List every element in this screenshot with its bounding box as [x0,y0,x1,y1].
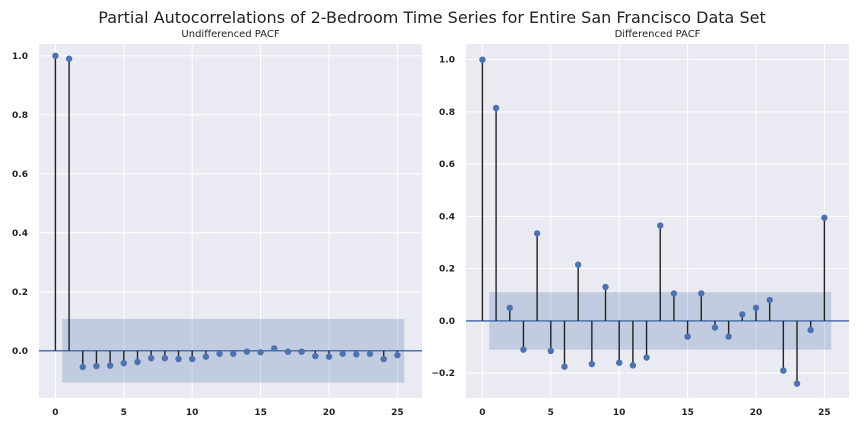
differenced-point-lag-16 [698,290,705,297]
undifferenced-grid [39,44,422,398]
differenced-y-tick-label: −0.2 [432,369,455,379]
differenced-point-lag-13 [657,222,664,229]
undifferenced-point-lag-1 [65,55,73,62]
differenced-stems [481,59,826,384]
undifferenced-x-tick-label: 15 [254,408,267,418]
undifferenced-point-lag-15 [257,349,264,356]
undifferenced-x-tick-label: 10 [186,408,199,418]
undifferenced-point-lag-12 [216,350,223,357]
differenced-point-lag-8 [588,360,596,368]
differenced-point-lag-1 [492,104,500,112]
undifferenced-point-lag-6 [134,358,141,366]
differenced-y-tick-label: 0.4 [439,212,455,222]
differenced-x-tick-label: 25 [818,408,831,418]
undifferenced-x-tick-label: 0 [52,408,58,418]
differenced-point-lag-6 [561,363,568,370]
differenced-y-tick-label: 0.6 [439,160,455,170]
undifferenced-point-lag-11 [202,353,210,360]
differenced-point-lag-9 [602,283,609,291]
undifferenced-y-tick-label: 0.6 [12,170,28,180]
undifferenced-point-lag-3 [93,362,100,370]
differenced-subtitle: Differenced PACF [615,29,701,40]
undifferenced-y-ticks: 0.0 0.2 0.4 0.6 0.8 1.0 [12,52,28,357]
undifferenced-point-lag-16 [271,345,278,352]
undifferenced-point-lag-19 [312,352,319,360]
differenced-point-lag-0 [479,56,486,63]
undifferenced-point-lag-17 [284,348,292,355]
differenced-point-lag-7 [574,261,582,268]
differenced-point-lag-2 [506,304,513,312]
differenced-point-lag-20 [752,304,760,312]
undifferenced-point-lag-8 [161,354,169,362]
undifferenced-y-tick-label: 0.2 [12,288,28,298]
undifferenced-point-lag-2 [79,363,86,371]
differenced-point-lag-15 [684,333,691,340]
undifferenced-y-tick-label: 0.0 [12,347,28,357]
undifferenced-point-lag-4 [106,362,114,369]
differenced-y-tick-label: 0.0 [439,317,455,327]
differenced-x-tick-label: 0 [479,408,485,418]
differenced-y-tick-label: 0.8 [439,108,455,118]
differenced-point-lag-25 [821,214,828,221]
undifferenced-subtitle: Undifferenced PACF [181,29,279,40]
undifferenced-point-lag-25 [394,352,401,359]
differenced-point-lag-18 [725,333,732,340]
undifferenced-x-tick-label: 25 [391,408,404,418]
differenced-y-tick-label: 0.2 [439,265,455,275]
differenced-y-tick-label: 1.0 [439,56,455,66]
undifferenced-point-lag-21 [339,350,346,357]
differenced-point-lag-21 [766,296,773,304]
differenced-point-lag-4 [533,230,541,237]
differenced-plot-area [466,44,849,398]
undifferenced-x-ticks: 0 5 10 15 20 25 [52,408,403,418]
undifferenced-pacf-panel: 0 5 10 15 20 25 0.0 0.2 0.4 0.6 0.8 1.0 Undifferen… [12,29,422,418]
undifferenced-y-tick-label: 1.0 [12,52,28,62]
undifferenced-point-lag-24 [380,355,387,363]
differenced-point-lag-24 [807,326,814,334]
differenced-x-tick-label: 15 [681,408,694,418]
differenced-point-lag-17 [711,324,719,331]
differenced-point-lag-5 [547,347,555,355]
undifferenced-y-tick-label: 0.4 [12,229,28,239]
differenced-point-lag-10 [616,359,623,366]
differenced-x-tick-label: 20 [750,408,763,418]
undifferenced-point-lag-0 [52,52,59,59]
undifferenced-point-lag-13 [230,350,237,357]
differenced-pacf-panel: 0 5 10 15 20 25 −0.2 0.0 0.2 0.4 0.6 0.8 1.0 Differ… [432,29,849,418]
differenced-x-ticks: 0 5 10 15 20 25 [479,408,830,418]
differenced-point-lag-3 [520,346,527,353]
differenced-markers [479,56,828,387]
undifferenced-point-lag-18 [298,348,305,355]
differenced-point-lag-11 [629,362,637,369]
undifferenced-y-tick-label: 0.8 [12,111,28,121]
undifferenced-point-lag-22 [353,351,360,358]
undifferenced-point-lag-23 [366,350,374,357]
differenced-point-lag-12 [643,354,650,361]
undifferenced-x-tick-label: 20 [323,408,336,418]
differenced-point-lag-19 [739,311,746,318]
differenced-point-lag-14 [670,290,678,297]
differenced-y-ticks: −0.2 0.0 0.2 0.4 0.6 0.8 1.0 [432,56,455,380]
undifferenced-point-lag-7 [147,354,155,362]
undifferenced-point-lag-10 [189,355,196,363]
differenced-x-tick-label: 5 [548,408,554,418]
differenced-x-tick-label: 10 [613,408,626,418]
undifferenced-x-tick-label: 5 [121,408,127,418]
undifferenced-markers [52,52,401,371]
differenced-point-lag-23 [793,380,801,387]
figure-title: Partial Autocorrelations of 2-Bedroom Ti… [98,8,765,27]
undifferenced-point-lag-9 [175,355,182,363]
undifferenced-point-lag-14 [243,348,251,355]
undifferenced-point-lag-20 [325,353,333,360]
undifferenced-plot-area [39,44,422,398]
undifferenced-point-lag-5 [120,359,128,367]
differenced-point-lag-22 [780,367,787,374]
